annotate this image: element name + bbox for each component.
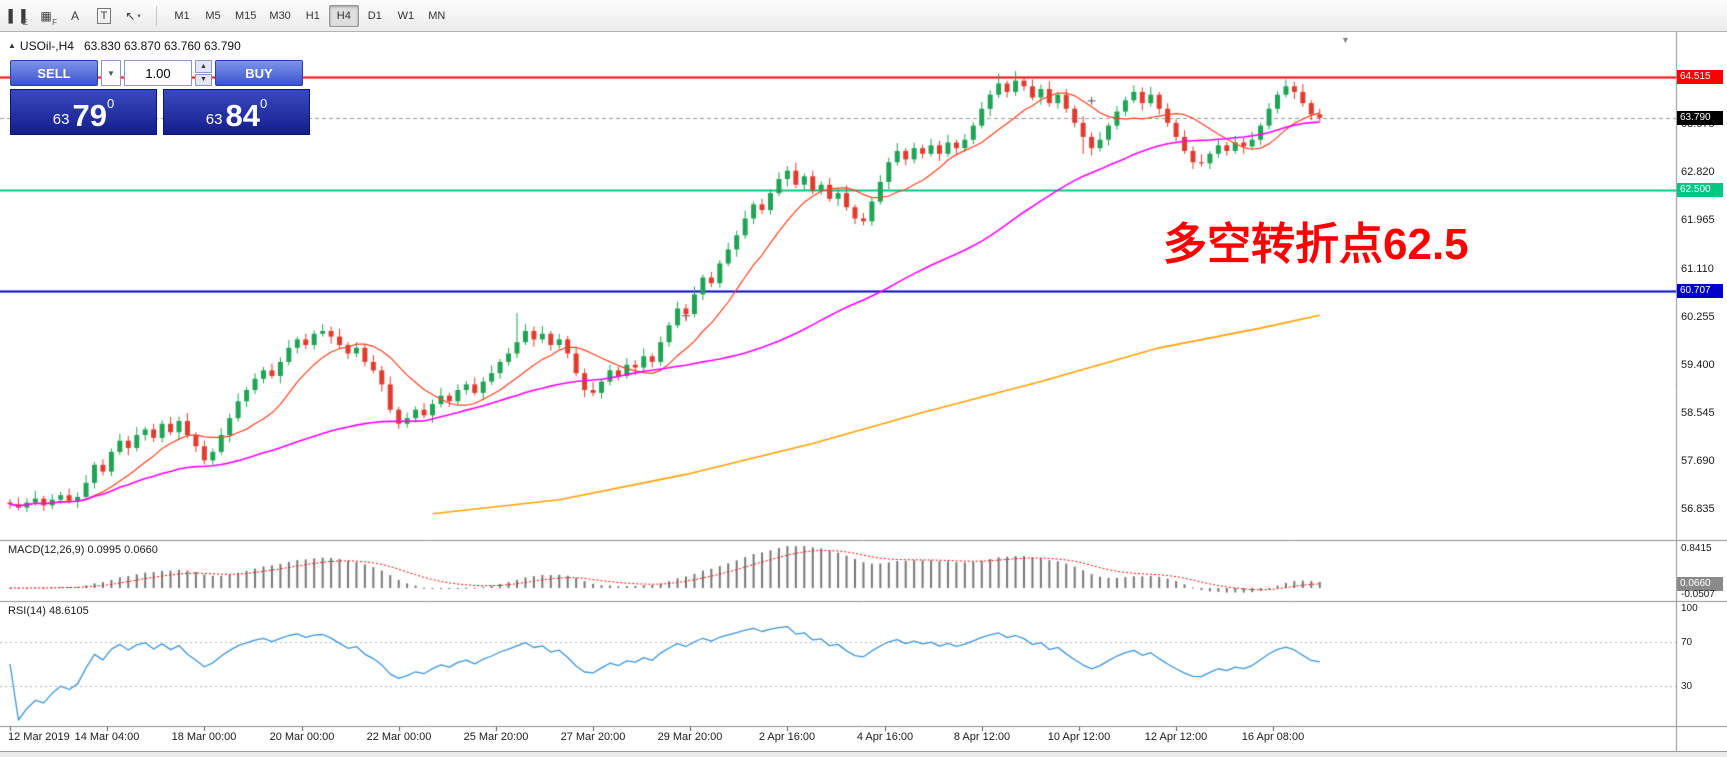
grid-tool[interactable]: ▦ F [33, 4, 59, 28]
volume-spinner: ▲ ▼ [195, 60, 212, 86]
volume-dropdown[interactable]: ▼ [101, 60, 121, 86]
label-tool[interactable]: T [91, 4, 117, 28]
trade-panel-controls: SELL ▼ 1.00 ▲ ▼ BUY [10, 60, 310, 86]
rsi-label: RSI(14) 48.6105 [8, 605, 89, 617]
volume-down-button[interactable]: ▼ [195, 73, 212, 86]
text-tool[interactable]: A [62, 4, 88, 28]
indicator-tool-icon: ▌▐ [8, 8, 26, 23]
toolbar-separator [156, 5, 157, 26]
timeframe-H4[interactable]: H4 [328, 4, 359, 27]
toolbar: ▌▐ E ▦ F A T ↖ ▾ M1 M5 M15 M30 H1 H4 D1 W1 MN [0, 0, 1727, 32]
arrow-tool-icon: ↖ [125, 8, 136, 23]
timeframe-M5[interactable]: M5 [205, 9, 221, 22]
indicator-tool[interactable]: ▌▐ E [4, 4, 30, 28]
timeframe-W1[interactable]: W1 [397, 9, 415, 22]
timeframe-M30[interactable]: M30 [269, 9, 291, 22]
arrow-tool[interactable]: ↖ ▾ [120, 4, 146, 28]
grid-tool-sub: F [52, 17, 57, 27]
sell-price-display[interactable]: 63 79 0 [10, 89, 157, 135]
buy-price-display[interactable]: 63 84 0 [163, 89, 310, 135]
price-axis[interactable] [1677, 32, 1727, 751]
chevron-down-icon: ▾ [137, 12, 141, 20]
trade-panel-quotes: 63 79 0 63 84 0 [10, 89, 310, 135]
volume-up-button[interactable]: ▲ [195, 60, 212, 73]
buy-price-int: 63 [205, 111, 223, 128]
timeframe-D1[interactable]: D1 [367, 9, 382, 22]
timeframe-buttons: M1 M5 M15 M30 H1 H4 D1 W1 MN [167, 4, 452, 27]
grid-tool-icon: ▦ [40, 8, 52, 23]
ohlc-values: 63.830 63.870 63.760 63.790 [83, 39, 241, 53]
time-axis[interactable] [0, 727, 1676, 751]
buy-price-dec: 84 [225, 97, 260, 133]
timeframe-MN[interactable]: MN [428, 9, 446, 22]
timeframe-H1[interactable]: H1 [305, 9, 320, 22]
sell-price-int: 63 [52, 111, 70, 128]
timeframe-M15[interactable]: M15 [235, 9, 257, 22]
toolbar-tools: ▌▐ E ▦ F A T ↖ ▾ [4, 4, 146, 28]
chart-shift-marker-icon: ▼ [1341, 35, 1350, 45]
text-tool-icon: A [70, 8, 79, 23]
sell-price-dec: 79 [72, 97, 107, 133]
bottom-strip [0, 751, 1727, 757]
chart-annotation-text: 多空转折点62.5 [1163, 220, 1469, 269]
one-click-trading-panel: SELL ▼ 1.00 ▲ ▼ BUY 63 79 0 63 84 0 [10, 60, 310, 135]
buy-price-pip: 0 [259, 96, 268, 111]
sell-price-pip: 0 [106, 96, 115, 111]
volume-input[interactable]: 1.00 [124, 60, 192, 86]
symbol-label: USOil-,H4 [19, 39, 74, 53]
chart-header: ▲ USOil-,H4 63.830 63.870 63.760 63.790 [8, 39, 241, 53]
sell-button[interactable]: SELL [10, 60, 98, 86]
macd-label: MACD(12,26,9) 0.0995 0.0660 [8, 544, 158, 556]
buy-button[interactable]: BUY [215, 60, 303, 86]
label-tool-icon: T [96, 7, 112, 24]
timeframe-M1[interactable]: M1 [174, 9, 190, 22]
symbol-marker-icon: ▲ [8, 41, 16, 50]
indicator-tool-sub: E [22, 17, 28, 27]
